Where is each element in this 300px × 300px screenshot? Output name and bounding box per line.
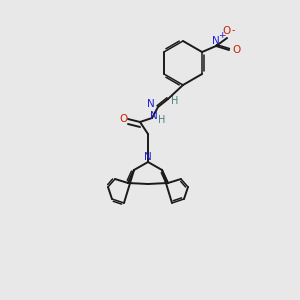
Text: H: H (158, 115, 166, 125)
Text: N: N (147, 99, 155, 109)
Text: O: O (119, 114, 127, 124)
Text: O: O (222, 26, 230, 36)
Text: -: - (231, 25, 235, 35)
Text: H: H (171, 96, 179, 106)
Text: N: N (150, 111, 158, 121)
Text: O: O (232, 45, 240, 55)
Text: N: N (212, 36, 220, 46)
Text: +: + (218, 32, 226, 40)
Text: N: N (144, 152, 152, 162)
